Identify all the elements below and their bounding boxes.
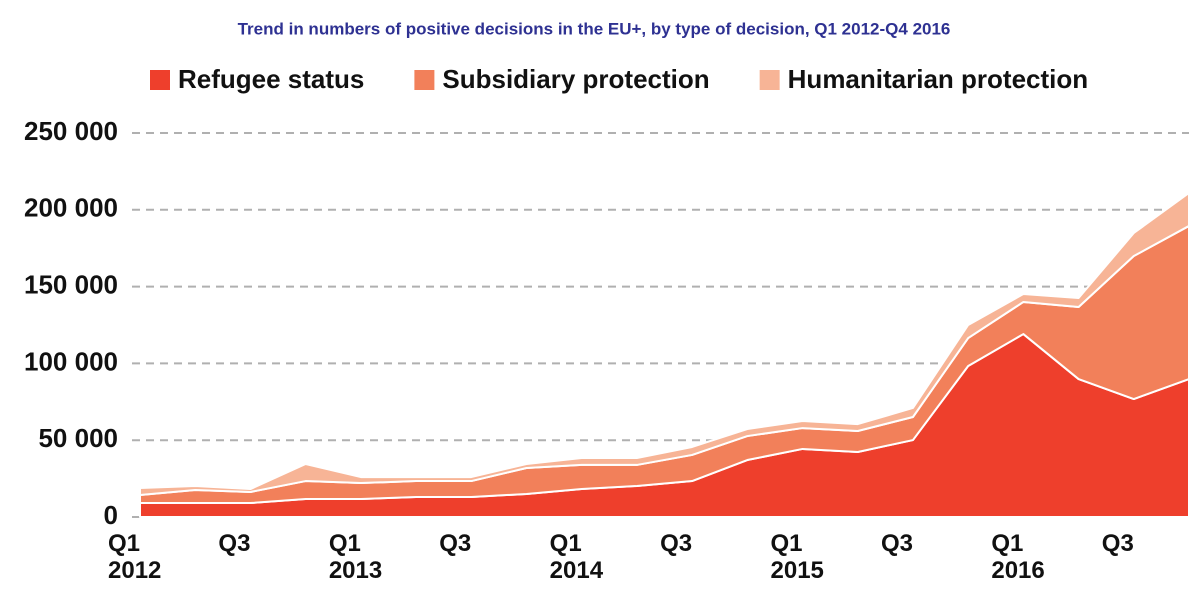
x-tick-label: Q3 — [1101, 530, 1134, 557]
legend-label: Refugee status — [178, 64, 364, 94]
area — [139, 191, 1189, 497]
y-tick-label: 150 000 — [24, 269, 118, 299]
x-tick-label: Q3 — [218, 530, 251, 557]
y-tick-label: 0 — [104, 500, 118, 530]
legend-swatch — [759, 70, 780, 90]
legend-label: Subsidiary protection — [442, 64, 709, 94]
y-tick-label: 250 000 — [24, 116, 118, 146]
x-tick-label: Q1 2012 — [108, 530, 162, 584]
x-tick-label: Q3 — [660, 530, 693, 557]
legend-swatch — [414, 70, 435, 90]
chart-title: Trend in numbers of positive decisions i… — [238, 19, 951, 38]
x-tick-label: Q1 2015 — [770, 530, 824, 584]
y-tick-label: 50 000 — [38, 423, 118, 453]
x-tick-label: Q1 2013 — [328, 530, 383, 584]
y-tick-label: 100 000 — [24, 346, 118, 376]
x-tick-label: Q3 — [439, 530, 472, 557]
x-tick-label: Q1 2016 — [991, 530, 1045, 584]
y-tick-label: 200 000 — [24, 193, 118, 223]
legend-swatch — [150, 70, 170, 90]
x-tick-label: Q1 2014 — [549, 530, 604, 584]
x-tick-label: Q3 — [880, 530, 913, 557]
legend-label: Humanitarian protection — [788, 64, 1088, 94]
